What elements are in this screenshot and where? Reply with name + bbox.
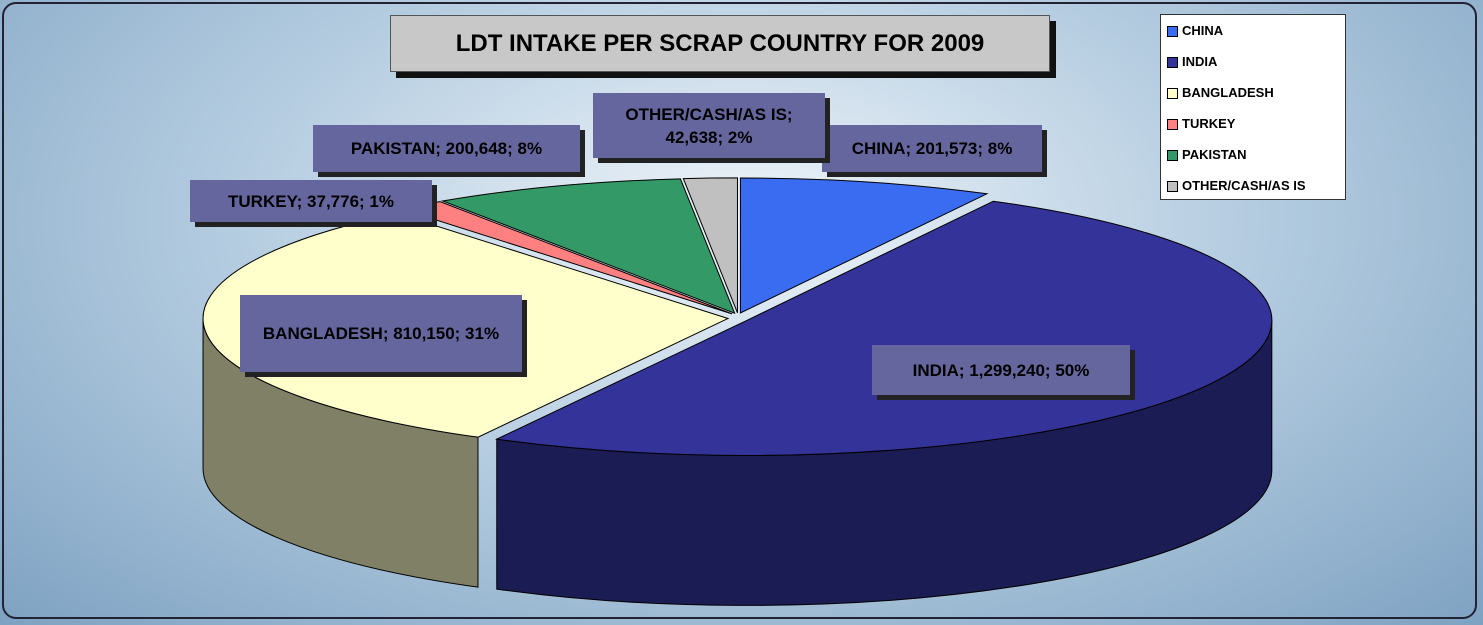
legend-swatch	[1167, 150, 1178, 161]
data-label: CHINA; 201,573; 8%	[822, 125, 1042, 172]
legend-swatch	[1167, 57, 1178, 68]
legend-swatch	[1167, 119, 1178, 130]
chart-title: LDT INTAKE PER SCRAP COUNTRY FOR 2009	[390, 15, 1050, 72]
data-label: INDIA; 1,299,240; 50%	[872, 345, 1130, 395]
data-label: TURKEY; 37,776; 1%	[190, 180, 432, 222]
legend-swatch	[1167, 26, 1178, 37]
legend-item: OTHER/CASH/AS IS	[1167, 178, 1345, 209]
legend-item: CHINA	[1167, 23, 1345, 54]
legend-label: TURKEY	[1182, 116, 1235, 131]
legend-swatch	[1167, 181, 1178, 192]
legend-item: PAKISTAN	[1167, 147, 1345, 178]
data-label: PAKISTAN; 200,648; 8%	[313, 125, 580, 172]
legend-label: BANGLADESH	[1182, 85, 1274, 100]
legend-item: BANGLADESH	[1167, 85, 1345, 116]
legend-swatch	[1167, 88, 1178, 99]
legend-label: OTHER/CASH/AS IS	[1182, 178, 1306, 193]
legend-label: PAKISTAN	[1182, 147, 1247, 162]
chart: LDT INTAKE PER SCRAP COUNTRY FOR 2009 CH…	[0, 0, 1483, 625]
legend-label: INDIA	[1182, 54, 1217, 69]
data-label: BANGLADESH; 810,150; 31%	[240, 295, 522, 372]
legend-label: CHINA	[1182, 23, 1223, 38]
legend-item: TURKEY	[1167, 116, 1345, 147]
legend: CHINA INDIA BANGLADESH TURKEY PAKISTAN OTHER/…	[1160, 14, 1346, 200]
legend-item: INDIA	[1167, 54, 1345, 85]
data-label: OTHER/CASH/AS IS; 42,638; 2%	[593, 93, 825, 158]
